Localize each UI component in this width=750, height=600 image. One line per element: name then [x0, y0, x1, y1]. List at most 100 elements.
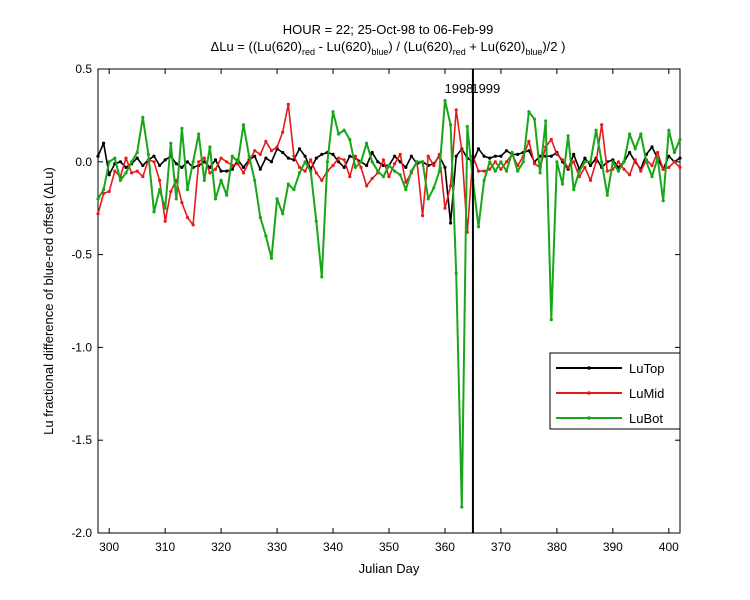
data-point-lumid [639, 169, 643, 173]
data-point-lutop [527, 149, 531, 153]
data-point-lubot [476, 225, 481, 229]
data-point-lutop [376, 160, 380, 164]
data-point-lubot [644, 160, 649, 164]
data-point-lumid [185, 215, 190, 220]
data-point-lutop [488, 156, 492, 160]
data-point-lubot [421, 160, 425, 164]
data-point-lubot [393, 169, 397, 173]
title2-sub2: blue [371, 47, 388, 57]
data-point-lubot [158, 188, 162, 192]
data-point-lubot [672, 150, 677, 155]
data-point-lubot [566, 134, 570, 138]
data-point-lubot [359, 160, 363, 164]
data-point-lubot [225, 193, 229, 197]
data-point-lubot [600, 160, 604, 164]
data-point-lumid [286, 102, 290, 106]
data-point-lubot [258, 215, 262, 220]
data-point-lubot [426, 197, 430, 201]
legend-marker [587, 366, 591, 370]
data-point-lumid [365, 184, 369, 188]
data-point-lubot [281, 212, 285, 216]
title2-sub1: red [302, 47, 315, 57]
data-point-lutop [516, 152, 520, 156]
data-point-lubot [594, 128, 598, 132]
data-point-lumid [583, 165, 587, 169]
data-point-lumid [600, 123, 604, 127]
data-point-lumid [628, 173, 632, 177]
data-point-lubot [460, 505, 464, 509]
data-point-lubot [152, 210, 156, 214]
data-point-lumid [454, 108, 458, 112]
title2-mid3: + Lu(620) [466, 39, 526, 54]
data-point-lubot [454, 271, 458, 275]
data-point-lubot [197, 132, 201, 136]
data-point-lubot [633, 147, 637, 151]
data-point-lutop [158, 163, 162, 168]
data-point-lubot [337, 132, 341, 136]
data-point-lubot [387, 163, 391, 168]
data-point-lumid [381, 158, 385, 162]
data-point-lumid [208, 171, 212, 175]
data-point-lumid [331, 163, 335, 168]
legend-marker [587, 416, 591, 420]
data-point-lubot [616, 169, 621, 173]
y-tick-label: -1.5 [71, 433, 92, 447]
data-point-lutop [331, 152, 335, 156]
annotation-year: 1998 [444, 81, 473, 96]
data-point-lubot [538, 171, 542, 175]
data-point-lubot [577, 169, 581, 173]
data-point-lumid [163, 219, 167, 223]
data-point-lumid [482, 169, 486, 173]
title2-mid2: ) / (Lu(620) [388, 39, 452, 54]
x-axis-label: Julian Day [359, 561, 420, 576]
data-point-lubot [236, 160, 240, 164]
data-point-lumid [555, 152, 559, 156]
data-point-lumid [449, 184, 453, 188]
data-point-lumid [488, 167, 492, 171]
data-point-lubot [219, 178, 223, 182]
data-point-lutop [678, 156, 682, 160]
legend-box [549, 352, 681, 430]
data-point-lumid [258, 152, 262, 156]
data-point-lubot [376, 169, 380, 173]
data-point-lubot [628, 132, 632, 136]
data-point-lubot [365, 141, 369, 145]
data-point-lumid [678, 165, 682, 169]
x-tick-label: 320 [211, 540, 231, 554]
data-point-lumid [443, 206, 447, 210]
data-point-lumid [191, 223, 195, 227]
data-point-lumid [124, 156, 128, 160]
data-point-lubot [275, 197, 279, 201]
data-point-lubot [348, 137, 352, 142]
data-point-lumid [320, 178, 324, 182]
data-point-lubot [191, 160, 195, 164]
data-point-lubot [583, 160, 587, 164]
data-point-lutop [482, 154, 486, 158]
data-point-lumid [572, 160, 576, 164]
data-point-lubot [398, 173, 402, 177]
series-layer [96, 99, 682, 509]
data-point-lubot [443, 99, 447, 103]
y-tick-label: -1.0 [71, 340, 92, 354]
data-point-lumid [309, 158, 313, 162]
data-point-lutop [258, 167, 262, 171]
data-point-lumid [667, 165, 671, 169]
data-point-lutop [476, 147, 481, 151]
data-point-lubot [409, 169, 413, 173]
data-point-lubot [297, 171, 302, 175]
x-tick-label: 390 [603, 540, 623, 554]
data-point-lutop [348, 154, 352, 158]
data-point-lubot [555, 160, 559, 164]
data-point-lumid [292, 154, 296, 158]
data-point-lumid [342, 158, 346, 162]
data-point-lutop [297, 147, 302, 151]
data-point-lumid [152, 160, 156, 164]
data-point-lubot [611, 160, 615, 164]
data-point-lubot [678, 137, 682, 142]
data-point-lubot [247, 154, 251, 158]
data-point-lumid [269, 149, 274, 153]
data-point-lubot [432, 186, 436, 190]
data-point-lubot [325, 160, 329, 164]
data-point-lubot [342, 128, 346, 132]
legend-label-lumid: LuMid [629, 386, 664, 401]
